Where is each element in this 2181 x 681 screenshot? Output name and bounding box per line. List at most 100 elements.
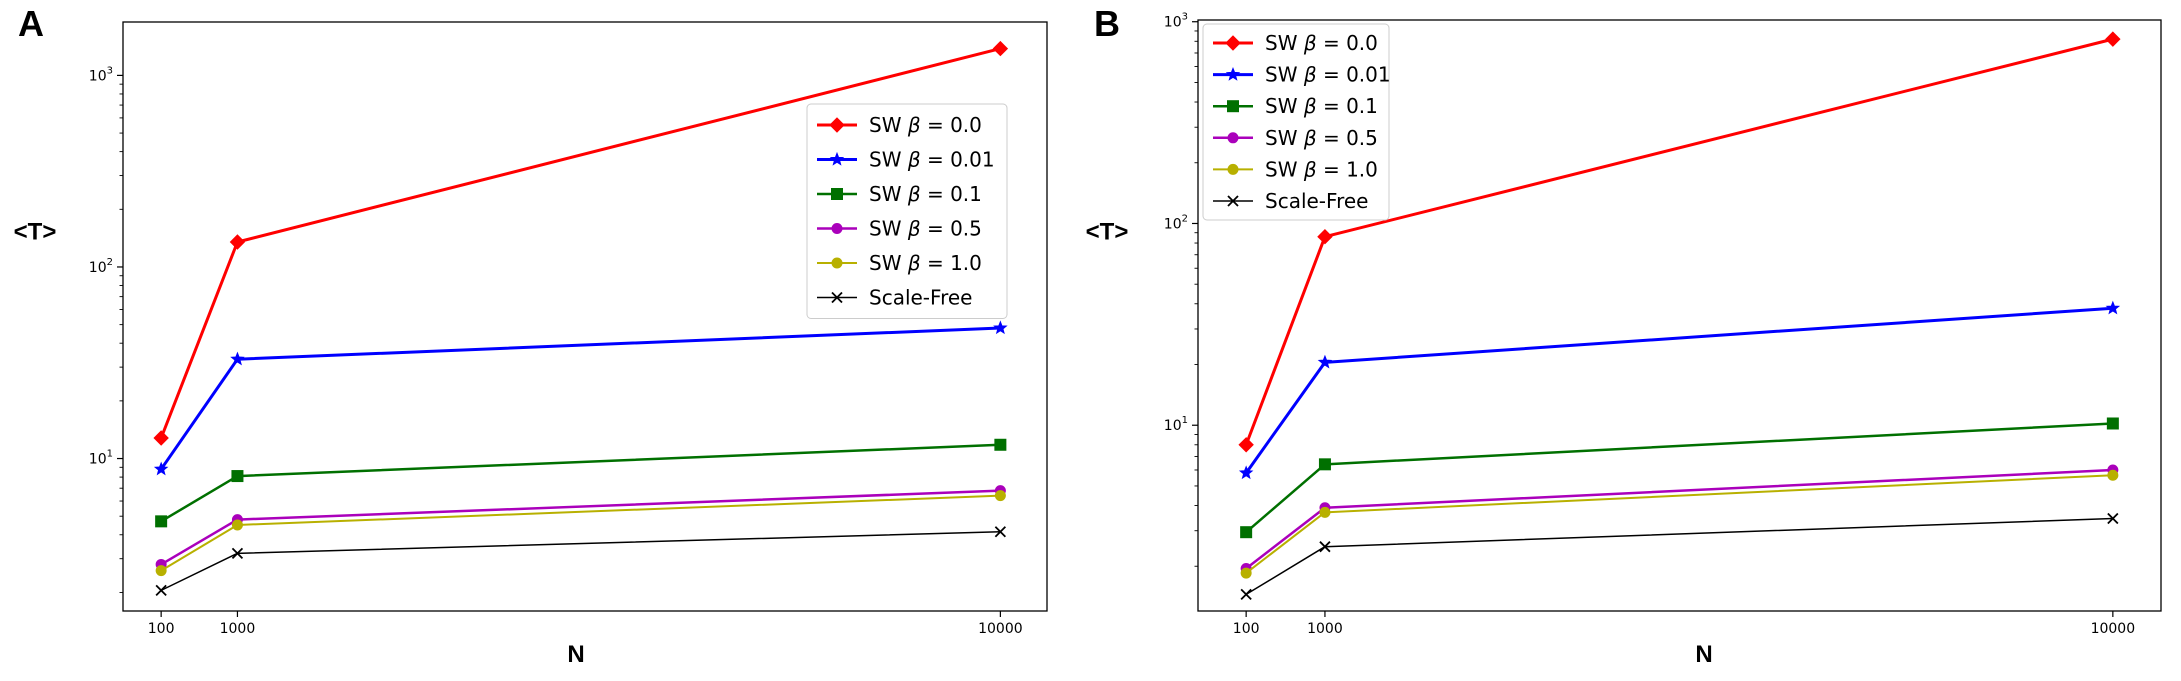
legend-marker <box>831 257 843 269</box>
series-1 <box>1238 300 2121 480</box>
legend-label: SW β = 0.01 <box>1265 63 1391 87</box>
y-tick-label: 103 <box>1164 12 1188 31</box>
legend-item: Scale-Free <box>1213 189 1368 213</box>
data-point-marker <box>1240 567 1252 579</box>
legend-box <box>806 103 1008 319</box>
legend-label: SW β = 0.0 <box>1265 31 1378 55</box>
legend-label: SW β = 0.5 <box>869 217 982 241</box>
legend-marker <box>1227 100 1239 113</box>
series-5 <box>1240 512 2119 601</box>
data-point-marker <box>2107 512 2119 525</box>
y-tick-label: 101 <box>89 449 113 468</box>
legend-box <box>1202 23 1390 221</box>
legend-marker <box>1227 163 1239 175</box>
data-point-marker <box>1319 541 1331 553</box>
y-tick-label: 103 <box>89 65 113 84</box>
series-4 <box>1240 469 2119 579</box>
data-point-marker <box>1319 506 1331 518</box>
data-point-marker <box>155 584 167 597</box>
series-line <box>159 326 1001 471</box>
series-line <box>1245 517 2113 596</box>
data-point-marker <box>1240 588 1252 601</box>
legend-marker <box>829 117 845 133</box>
data-point-marker <box>2105 31 2121 47</box>
legend-marker <box>1225 66 1241 81</box>
data-point-marker <box>231 470 244 483</box>
data-point-marker <box>1317 228 1333 245</box>
y-tick-label: 102 <box>89 257 113 276</box>
legend-marker <box>1225 35 1241 51</box>
legend-item: SW β = 0.5 <box>1213 126 1378 150</box>
data-point-marker <box>153 430 169 446</box>
legend-label: SW β = 1.0 <box>1265 157 1378 181</box>
series-line <box>1244 306 2113 474</box>
data-point-marker <box>1238 465 1254 480</box>
data-point-marker <box>155 515 168 528</box>
x-tick-label: 10000 <box>978 621 1023 637</box>
legend-item: SW β = 0.0 <box>1213 31 1378 55</box>
legend-item: SW β = 1.0 <box>1213 157 1378 181</box>
data-point-marker <box>2106 417 2119 430</box>
legend-label: SW β = 0.1 <box>869 182 982 206</box>
data-point-marker <box>155 565 167 577</box>
legend-marker <box>1227 132 1239 144</box>
legend-item: SW β = 0.5 <box>817 217 982 241</box>
x-tick-label: 1000 <box>1307 621 1343 637</box>
legend-item: SW β = 1.0 <box>817 251 982 275</box>
legend-label: SW β = 1.0 <box>869 251 982 275</box>
legend-label: Scale-Free <box>1265 189 1368 213</box>
legend-marker <box>831 223 843 234</box>
data-point-marker <box>2105 300 2121 315</box>
data-point-marker <box>994 490 1006 502</box>
legend-item: SW β = 0.0 <box>817 113 982 137</box>
panel-letter: B <box>1094 3 1120 44</box>
series-line <box>1245 422 2113 534</box>
panel-letter: A <box>18 3 44 44</box>
series-4 <box>155 490 1006 577</box>
data-point-marker <box>1317 354 1333 369</box>
legend: SW β = 0.0 SW β = 0.01 SW β = 0.1 SW β = 0.… <box>1202 23 1391 221</box>
series-0 <box>153 40 1009 446</box>
legend-label: Scale-Free <box>869 286 972 310</box>
y-tick-label: 101 <box>1164 415 1188 434</box>
y-tick-label: 102 <box>1164 213 1188 232</box>
data-point-marker <box>1238 437 1254 453</box>
x-axis-title: N <box>567 641 584 668</box>
data-point-marker <box>992 40 1009 57</box>
data-point-marker <box>994 526 1007 538</box>
legend-label: SW β = 0.1 <box>1265 94 1378 118</box>
legend-marker <box>1227 195 1239 207</box>
legend-item: SW β = 0.1 <box>1213 94 1378 118</box>
data-point-marker <box>1318 458 1331 471</box>
series-3 <box>155 485 1006 570</box>
plot-frame <box>1197 19 2162 612</box>
series-1 <box>153 320 1008 476</box>
data-point-marker <box>231 547 244 559</box>
legend-item: SW β = 0.1 <box>817 182 982 206</box>
data-point-marker <box>231 519 243 531</box>
data-point-marker <box>230 351 245 366</box>
series-2 <box>1240 417 2119 539</box>
data-point-marker <box>2107 469 2119 481</box>
legend-marker <box>829 151 845 166</box>
legend-marker <box>831 291 843 304</box>
legend-item: SW β = 0.01 <box>1213 63 1391 87</box>
legend-label: SW β = 0.0 <box>869 113 982 137</box>
series-line <box>160 443 1001 523</box>
data-point-marker <box>153 461 169 476</box>
data-point-marker <box>229 234 246 250</box>
x-axis-title: N <box>1695 641 1712 668</box>
y-axis-title: <T> <box>14 218 57 245</box>
legend-item: Scale-Free <box>817 286 972 310</box>
series-5 <box>155 526 1007 597</box>
x-tick-label: 1000 <box>220 621 256 637</box>
legend: SW β = 0.0 SW β = 0.01 SW β = 0.1 SW β = 0.… <box>806 103 1008 319</box>
legend-item: SW β = 0.01 <box>817 148 995 172</box>
x-tick-label: 10000 <box>2091 621 2136 637</box>
series-line <box>1245 468 2113 570</box>
series-line <box>160 489 1001 566</box>
x-tick-label: 100 <box>148 621 175 637</box>
